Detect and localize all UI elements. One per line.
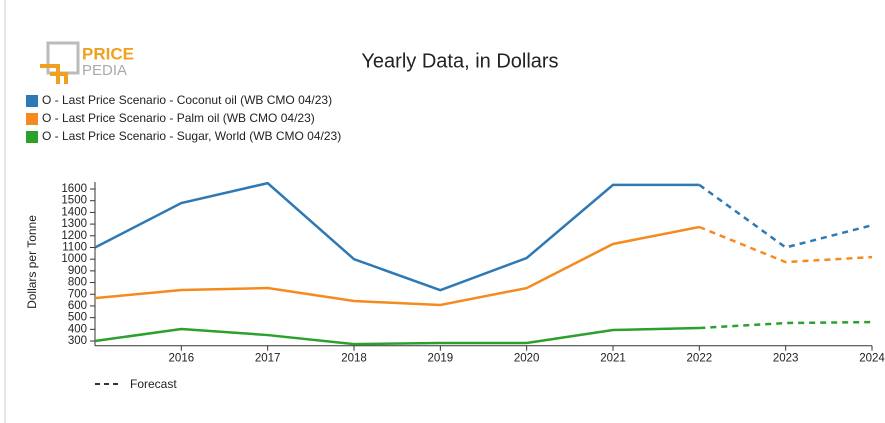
logo-top: PRICE [82, 44, 134, 63]
forecast-line [699, 320, 873, 330]
y-tick-label: 700 [68, 288, 87, 300]
x-tick-label: 2017 [255, 353, 281, 365]
y-axis-label: Dollars per Tonne [25, 215, 39, 309]
y-tick-label: 500 [68, 312, 87, 324]
series-line [94, 225, 700, 307]
legend-label: O - Last Price Scenario - Coconut oil (W… [42, 93, 332, 107]
series-line [94, 326, 700, 346]
y-tick-label: 400 [68, 323, 87, 335]
y-tick-label: 300 [68, 335, 87, 347]
y-tick-label: 1300 [61, 218, 87, 230]
x-tick-label: 2018 [341, 353, 367, 365]
series-line [94, 181, 700, 292]
x-tick-label: 2024 [859, 353, 885, 365]
legend-swatch [26, 131, 38, 143]
forecast-legend-label: Forecast [130, 377, 177, 391]
x-tick-label: 2020 [514, 353, 540, 365]
x-tick-label: 2023 [773, 353, 799, 365]
legend-swatch [26, 95, 38, 107]
y-tick-label: 1000 [61, 253, 87, 265]
y-tick-label: 800 [68, 277, 87, 289]
x-tick-label: 2022 [687, 353, 713, 365]
y-tick-label: 1500 [61, 195, 87, 207]
chart-title: Yearly Data, in Dollars [361, 50, 558, 72]
logo-bottom: PEDIA [82, 62, 127, 79]
forecast-line [698, 225, 873, 264]
y-tick-label: 1600 [61, 183, 87, 195]
legend-label: O - Last Price Scenario - Sugar, World (… [42, 129, 341, 143]
y-tick-label: 1400 [61, 206, 87, 218]
forecast-line [698, 183, 873, 249]
logo: PRICE PEDIA [40, 41, 134, 84]
y-tick-label: 900 [68, 265, 87, 277]
y-tick-label: 600 [68, 300, 87, 312]
legend-label: O - Last Price Scenario - Palm oil (WB C… [42, 111, 315, 125]
y-tick-label: 1100 [62, 242, 87, 254]
x-tick-label: 2021 [600, 353, 626, 365]
legend-swatch [26, 113, 38, 125]
x-tick-label: 2019 [428, 353, 454, 365]
y-tick-label: 1200 [61, 230, 87, 242]
x-tick-label: 2016 [169, 353, 195, 365]
